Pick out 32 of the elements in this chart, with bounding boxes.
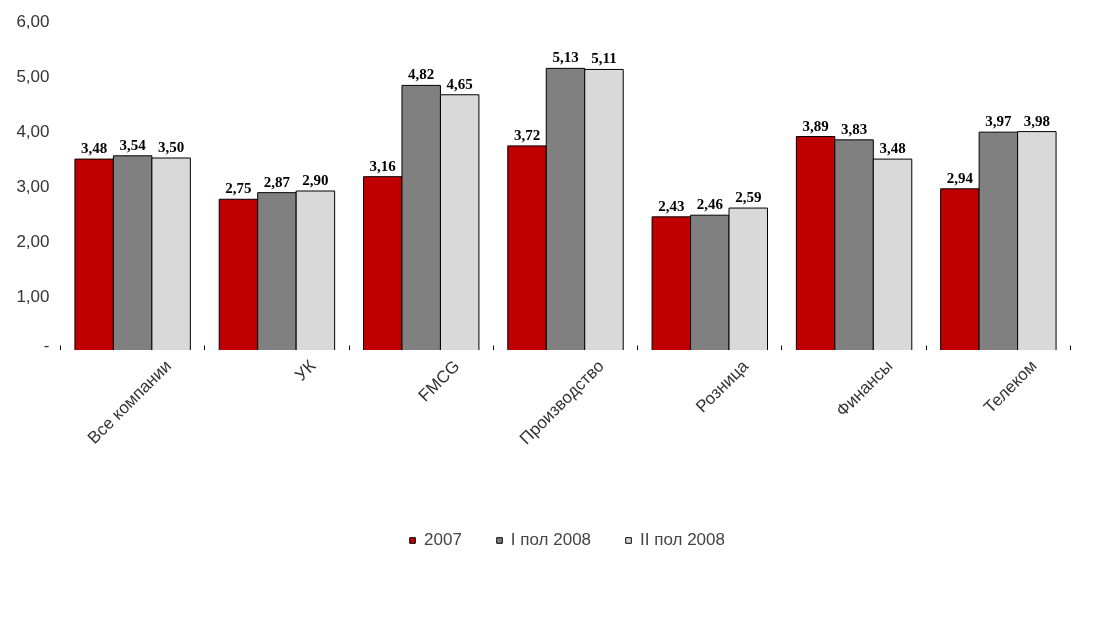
y-tick-label: 2,00 — [16, 231, 50, 251]
x-tick-label: УК — [291, 356, 320, 385]
data-label: 3,97 — [985, 113, 1012, 130]
data-label: 3,98 — [1023, 112, 1050, 129]
data-label: 3,48 — [81, 140, 108, 157]
y-tick-label: 4,00 — [16, 121, 50, 141]
data-label: 5,13 — [552, 49, 579, 66]
data-label: 2,90 — [302, 172, 329, 188]
legend-label: I пол 2008 — [510, 530, 592, 550]
data-label: 2,94 — [946, 169, 974, 186]
y-tick-label: 3,00 — [16, 176, 50, 196]
data-label: 2,75 — [225, 180, 252, 197]
data-label: 3,54 — [119, 136, 147, 153]
y-tick-label: 5,00 — [16, 66, 50, 86]
data-label: 3,89 — [802, 117, 829, 134]
data-label: 3,83 — [840, 120, 868, 137]
y-tick-label: - — [43, 335, 50, 355]
data-label: 3,50 — [157, 139, 185, 155]
data-label: 4,82 — [408, 66, 435, 83]
legend-label: 2007 — [424, 530, 462, 550]
y-tick-label: 1,00 — [16, 286, 50, 306]
data-label: 3,72 — [513, 126, 541, 143]
data-label: 4,65 — [446, 75, 473, 92]
data-label: 3,48 — [879, 140, 906, 157]
legend-label: II пол 2008 — [640, 530, 725, 550]
data-label: 5,11 — [591, 50, 617, 67]
y-tick-label: 6,00 — [16, 11, 50, 31]
data-label: 2,59 — [735, 189, 762, 206]
data-label: 2,46 — [696, 196, 724, 213]
data-label: 2,43 — [658, 197, 685, 214]
data-label: 2,87 — [263, 173, 291, 190]
data-label: 3,16 — [369, 157, 397, 174]
